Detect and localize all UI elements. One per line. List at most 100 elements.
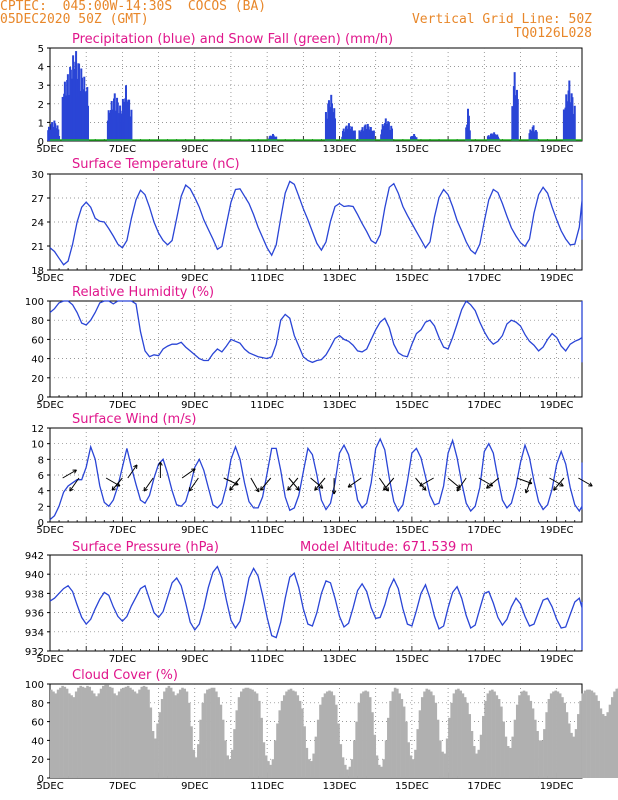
wind-arrow-head [419,482,423,487]
cloud-bar [65,688,69,778]
x-tick-label: 13DEC [323,781,357,792]
cloud-bar [246,687,250,778]
cloud-bar [294,691,297,778]
cloud-bar [581,693,585,778]
cloud-bar [577,714,580,778]
cloud-bar [307,759,311,778]
cloud-bar [210,687,214,778]
x-tick-label: 19DEC [540,654,574,665]
cloud-bar [92,693,96,778]
cloud-bar [597,700,600,778]
cloud-bar [273,740,277,778]
cloud-bar [319,704,322,778]
cloud-bar [285,691,288,778]
cloud-bar [486,693,490,778]
x-tick-label: 15DEC [395,525,429,536]
cloud-bar [224,740,227,778]
x-tick-label: 19DEC [540,273,574,284]
wind-arrow-head [192,468,196,473]
x-tick-label: 11DEC [250,525,284,536]
wind-arrow-head [347,483,351,488]
cloud-bar [70,695,73,778]
cloud-bar [156,723,159,778]
cloud-bar [416,729,419,778]
wind-arrow [383,477,395,491]
cloud-bar [201,702,205,778]
cloud-bar [375,755,379,778]
cloud-bar [52,691,55,778]
panel-2: 18 21 24 27 30 5DEC 7DEC 9DEC 11DEC 13DEC 15DEC 17D… [31,157,583,284]
y-tick-label: 0 [38,137,44,148]
cloud-bar [536,731,539,778]
cloud-bar [353,740,356,778]
panel-title: Relative Humidity (%) [72,285,214,300]
x-tick-label: 7DEC [109,273,136,284]
cloud-bar [262,742,266,778]
cloud-bar [219,704,223,778]
cloud-bar [77,687,80,778]
wind-arrow-head [314,486,317,491]
precip-bar [72,68,75,141]
cloud-bar [436,719,440,778]
x-tick-label: 17DEC [467,400,501,411]
cloud-bar [206,689,209,778]
cloud-bar [63,686,67,778]
cloud-bar [384,740,388,778]
panel-title: Precipitation (blue) and Snow Fall (gree… [72,32,393,47]
cloud-bar [303,726,306,778]
model-code: TQ0126L028 [513,26,592,41]
precip-bar [57,129,60,141]
cloud-bar [497,699,501,778]
cloud-bar [504,736,508,778]
cloud-bar [120,688,123,778]
cloud-bar [310,761,313,778]
precip-bar [467,115,470,141]
cloud-bar [348,766,352,778]
y-tick-label: 8 [38,455,44,466]
cloud-bar [83,687,87,778]
precip-bar [272,135,275,141]
cloud-bar [350,759,354,778]
x-tick-label: 13DEC [323,654,357,665]
cloud-bar [260,717,263,778]
cloud-bar [237,697,241,778]
cloud-bar [332,695,336,778]
cloud-bar [280,700,284,778]
cloud-bar [527,695,530,778]
cloud-bar [251,689,254,778]
wind-arrow-head [158,461,161,466]
wind-arrow-head [74,469,77,474]
cloud-bar [117,691,121,778]
cloud-bar [468,714,472,778]
cloud-bar [226,755,229,778]
cloud-bar [183,688,187,778]
cloud-bar [393,687,397,778]
cloud-bar [328,690,331,778]
wind-arrow-head [383,488,388,491]
precip-bar [116,102,119,141]
wind-arrow-head [159,461,163,466]
wind-arrow [229,477,241,491]
cloud-bar [301,708,304,778]
cloud-bar [208,688,211,778]
precip-bar [367,126,370,141]
x-tick-label: 13DEC [323,144,357,155]
precip-bar [348,125,351,141]
x-tick-label: 15DEC [395,400,429,411]
precip-bar [415,137,418,141]
wind-arrow [181,468,196,479]
cloud-bar [534,719,537,778]
cloud-bar [258,700,261,778]
x-tick-label: 19DEC [540,781,574,792]
cloud-bar [74,691,78,778]
cloud-bar [579,700,582,778]
cloud-bar [608,704,612,778]
cloud-bar [368,697,372,778]
cloud-bar [99,688,103,778]
cloud-bar [484,700,487,778]
cloud-bar [298,700,302,778]
x-tick-label: 11DEC [250,144,284,155]
cloud-bar [104,684,107,778]
y-tick-label: 80 [31,316,44,327]
precip-bar [275,136,278,141]
